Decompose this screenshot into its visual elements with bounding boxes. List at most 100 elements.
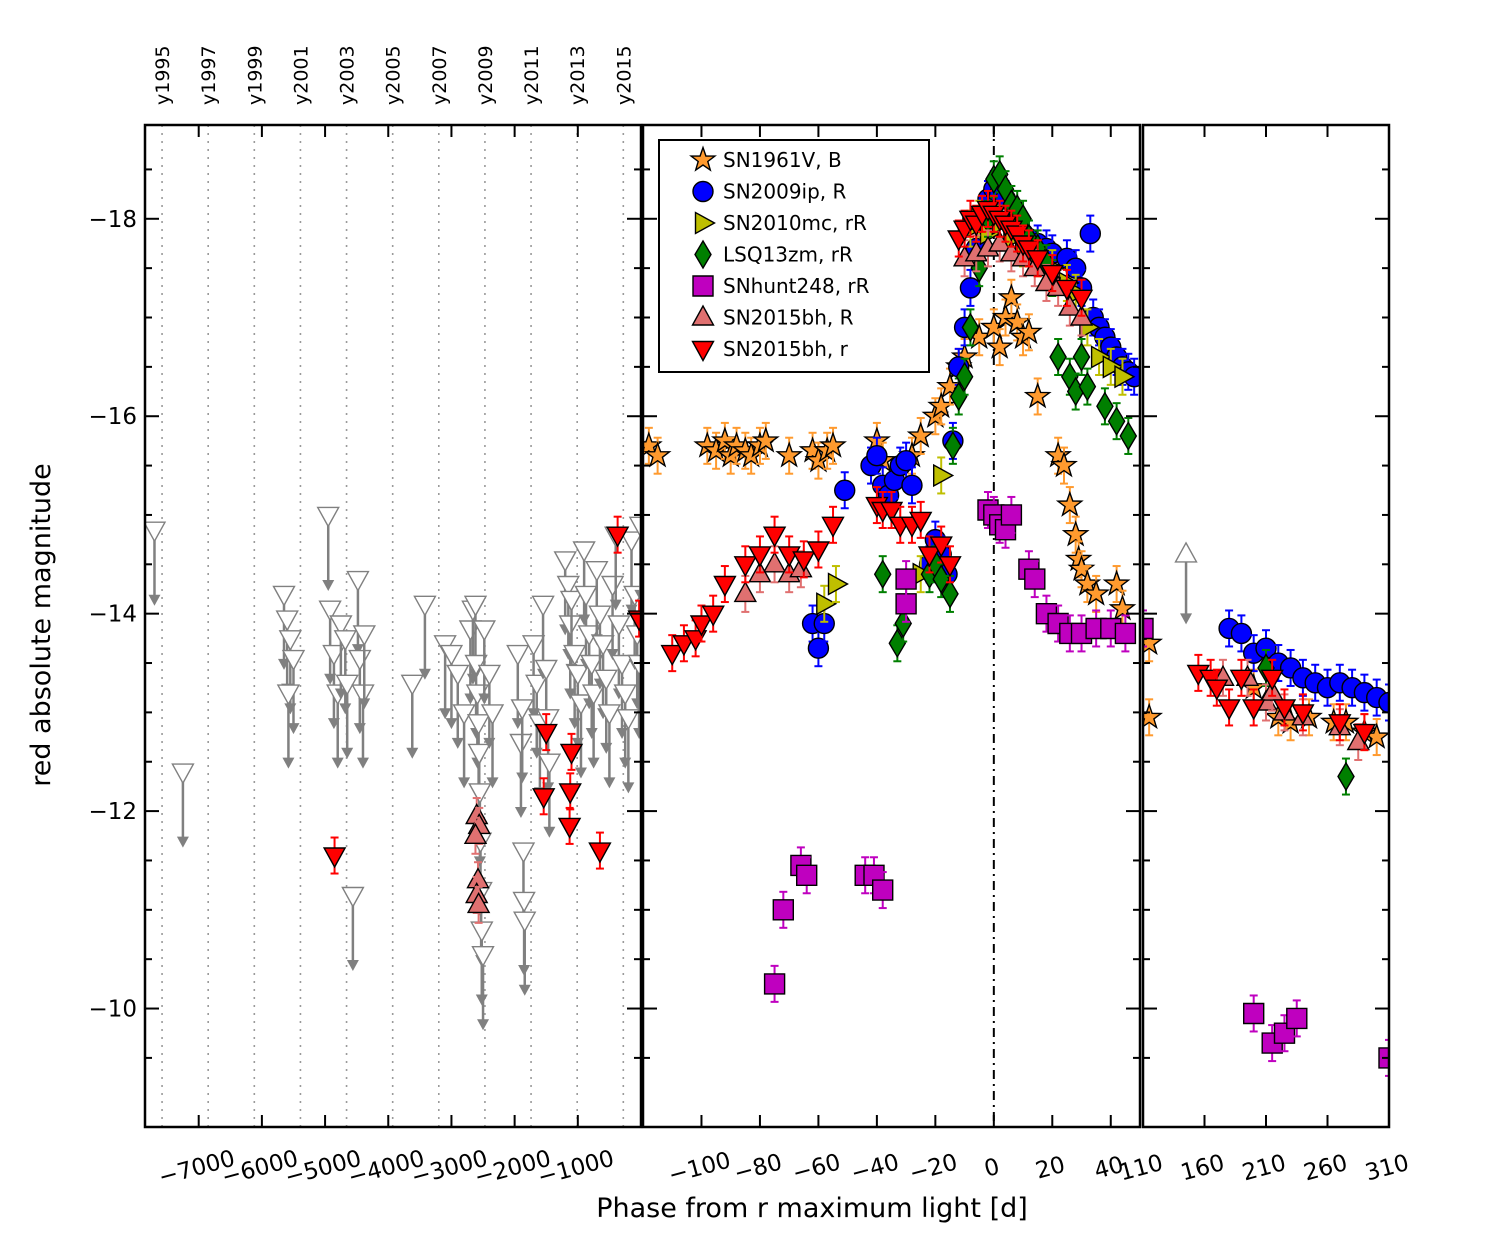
upper-limit-point [470,921,494,943]
upper-limit-point [351,684,375,706]
upper-limit-point [468,783,492,805]
upper-limit-arrowhead [334,688,347,700]
upper-limit-arrowhead [176,836,189,848]
year-label: y2009 [475,45,497,105]
data-point-triangle-down [1040,264,1064,287]
upper-limit-point [613,684,637,706]
upper-limit-point [588,605,612,627]
data-point-square [1114,622,1137,645]
upper-limit-arrowhead [516,772,529,784]
legend-marker-triangle-up [691,304,715,326]
data-point-triangle-down [748,546,772,568]
data-point-square [1286,1007,1308,1030]
data-point-square [1143,617,1154,640]
upper-limit-point [610,654,634,676]
year-label: y1995 [152,45,174,105]
upper-limit-arrowhead [486,777,499,789]
upper-limit-point [594,669,618,691]
data-point-circle [866,445,888,467]
upper-limit-point [531,595,555,617]
data-point-triangle-down [672,635,696,657]
upper-limit-arrowhead [478,693,491,705]
upper-limit-point [281,649,306,672]
upper-limit-arrowhead [341,747,354,759]
data-point-circle [1230,622,1253,645]
data-point-triangle-down [1069,289,1094,311]
upper-limit-point [275,610,299,632]
upper-limit-arrowhead [514,806,527,818]
data-point-diamond [894,608,913,639]
upper-limit-point [333,630,357,652]
data-point-triangle-down [1352,723,1377,746]
upper-limit-point [627,654,641,676]
data-point-star [1014,317,1043,345]
data-point-triangle-down [689,615,714,637]
legend-marker-diamond [694,239,712,270]
y-tick-label: −12 [88,799,137,825]
legend-label: SN2010mc, rR [723,211,867,235]
upper-limit-point [556,575,580,597]
data-point-diamond [955,361,974,392]
upper-limit-arrowhead [451,737,464,749]
year-label: y2011 [521,45,543,105]
upper-limit-point [329,615,353,637]
data-point-triangle-down [532,788,556,810]
upper-limit-point [413,595,437,617]
upper-limit-point [477,664,502,686]
upper-limit-point [616,709,641,731]
legend-label: SNhunt248, rR [723,274,870,298]
upper-limit-point [322,644,346,667]
x-tick-label: −60 [790,1149,844,1187]
data-point-triangle-down [660,644,684,667]
y-tick-label: −18 [88,207,137,233]
upper-limit-arrowhead [609,599,622,611]
data-point-triangle-down [605,526,630,548]
upper-limit-arrowhead [351,644,364,656]
upper-limit-point [597,704,622,726]
data-point-star [1023,381,1052,409]
y-tick-label: −14 [88,602,137,628]
upper-limit-arrowhead [356,757,369,769]
upper-limit-point [513,911,537,933]
data-point-triangle-down [588,842,612,864]
x-tick-label: 210 [1240,1150,1289,1186]
upper-limit-arrowhead [418,668,431,680]
data-point-triangle-down [1242,699,1266,721]
data-point-diamond [1107,406,1126,437]
y-axis-title: red absolute magnitude [26,463,57,787]
upper-limit-arrowhead [511,718,524,730]
data-point-triangle-down [1205,679,1229,701]
legend-label: SN2015bh, R [723,306,854,330]
upper-limit-arrowhead [603,777,616,789]
data-point-triangle-down [1260,669,1284,691]
data-point-triangle-down [938,556,962,578]
data-point-star [751,426,780,453]
data-point-triangle-down [806,541,831,563]
data-point-triangle-down [557,817,582,839]
upper-limit-point [145,521,167,543]
data-point-triangle-down [1217,699,1241,721]
upper-limit-arrowhead [148,594,161,606]
data-point-square [872,879,894,901]
upper-limit-point [1174,541,1198,563]
upper-limit-point [171,763,195,785]
upper-limit-arrowhead [542,782,555,794]
upper-limit-point [521,635,546,657]
year-label: y2013 [567,45,589,105]
upper-limit-point [352,625,376,647]
data-point-diamond [1096,391,1114,422]
legend-marker-circle [692,180,714,203]
upper-limit-arrowhead [543,826,556,838]
data-point-square [772,899,794,921]
data-point-square [763,973,786,995]
panel-frame-peak [641,123,1142,1129]
upper-limit-arrowhead [587,757,600,769]
upper-limit-arrowhead [1180,613,1193,625]
year-label: y2015 [613,45,635,105]
upper-limit-point [506,644,530,667]
year-label: y2001 [290,45,312,105]
data-point-star [643,441,672,468]
upper-limit-arrowhead [475,994,488,1006]
upper-limit-arrowhead [585,728,598,740]
data-point-circle [959,277,982,299]
